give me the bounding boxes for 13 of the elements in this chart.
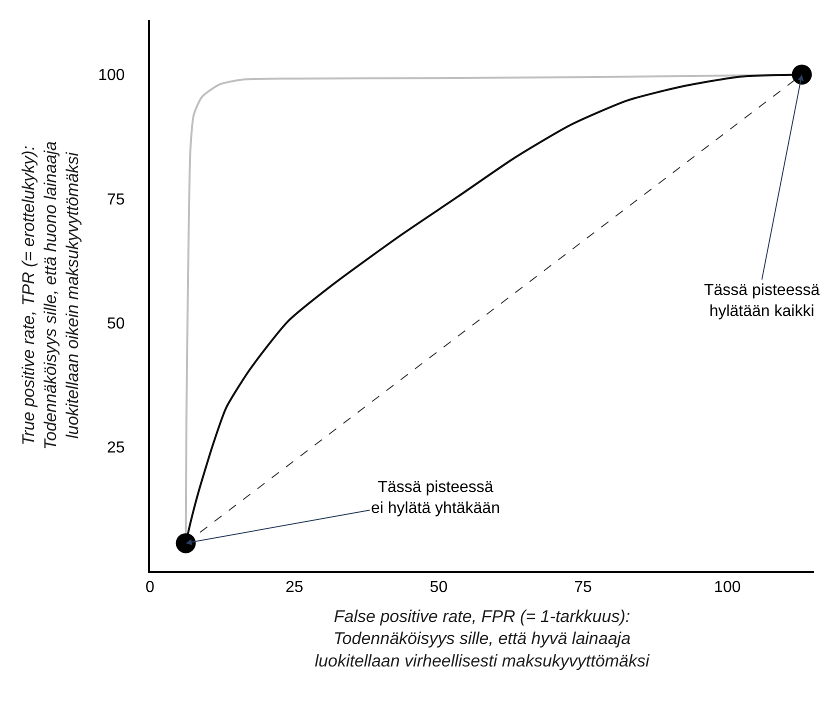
x-tick-label: 50 (430, 579, 448, 596)
x-tick-label: 75 (574, 579, 592, 596)
annotation: Tässä pisteessä hylätään kaikki (704, 282, 820, 320)
x-tick-label: 0 (146, 579, 155, 596)
y-tick-label: 50 (107, 315, 125, 332)
y-axis-title: True positive rate, TPR (= erottelukyky): Todennäköisyys sille, että huono lainaaja luokitellaan oikein maksukyvyttömäksi (18, 141, 82, 450)
y-tick-label: 25 (107, 440, 125, 456)
x-tick-label: 100 (714, 579, 741, 596)
y-tick-label: 100 (98, 67, 125, 84)
x-axis-title: False positive rate, FPR (= 1-tarkkuus): Todennäköisyys sille, että hyvä lainaaja luokitellaan virheellisesti maksukyvyttömäksi (314, 607, 650, 670)
x-tick-label: 25 (285, 579, 304, 596)
y-tick-label: 75 (107, 191, 125, 208)
annotation: Tässä pisteessä ei hylätä yhtäkään (371, 479, 500, 517)
